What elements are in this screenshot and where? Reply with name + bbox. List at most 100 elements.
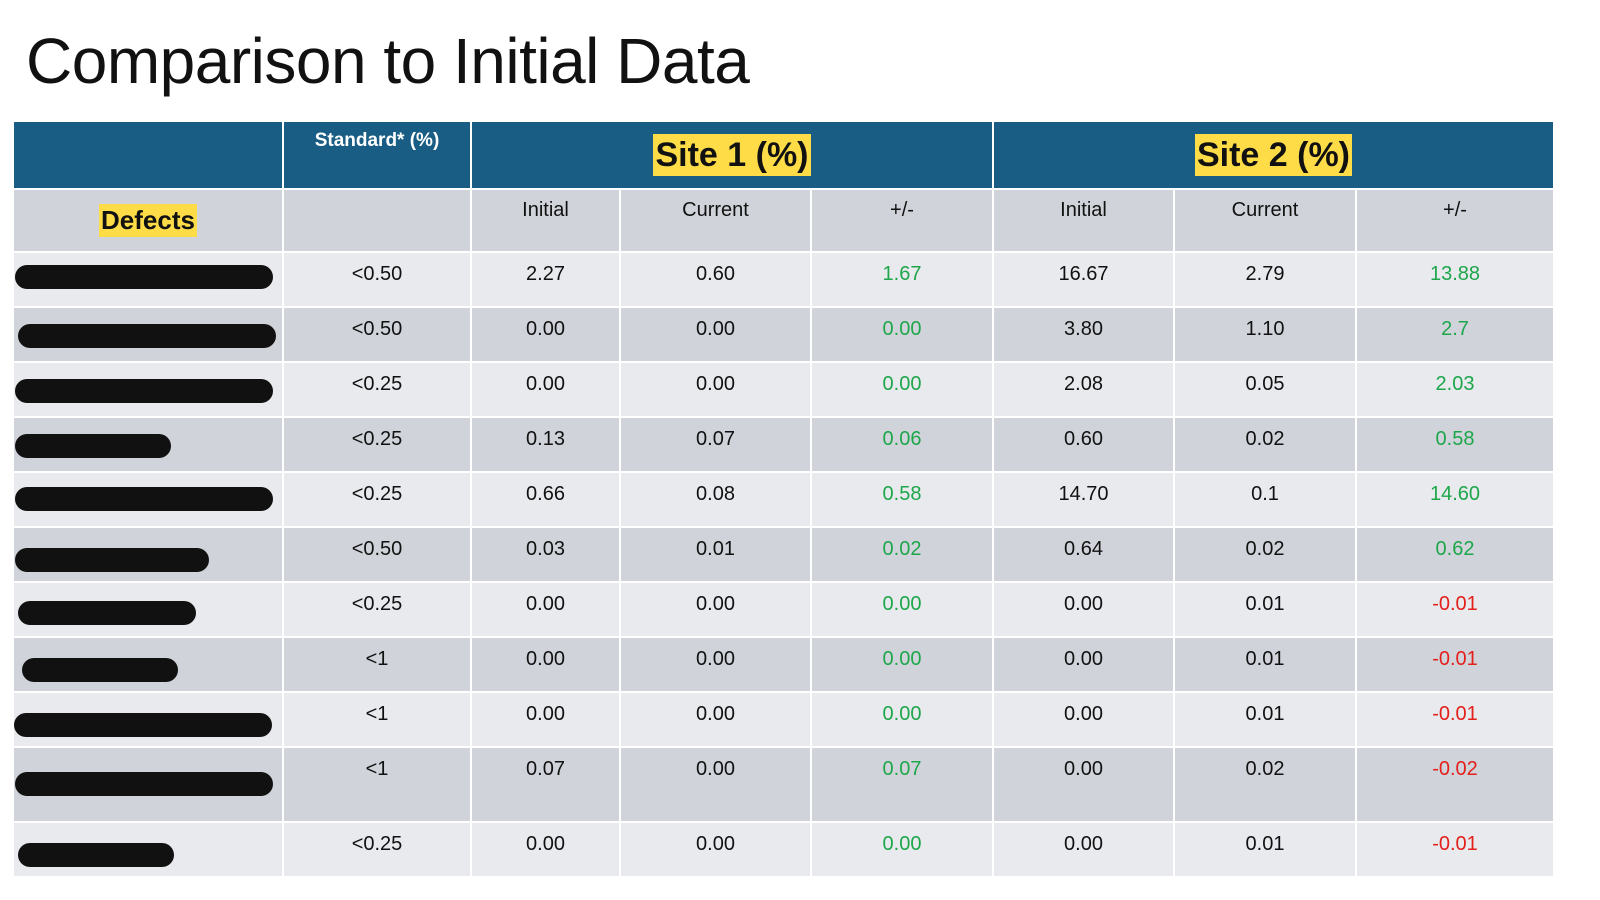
site1-initial-cell: 0.66: [470, 471, 621, 528]
site2-diff-cell: 2.03: [1355, 361, 1555, 418]
standard-cell: <0.25: [282, 361, 472, 418]
site1-diff-cell: 0.00: [810, 361, 994, 418]
site2-initial-cell: 0.00: [992, 821, 1175, 878]
defect-name-cell: [12, 306, 284, 363]
site1-diff-header: +/-: [810, 188, 994, 253]
site2-initial-cell: 0.64: [992, 526, 1175, 583]
site2-diff-cell: 2.7: [1355, 306, 1555, 363]
site2-diff-header: +/-: [1355, 188, 1555, 253]
site2-initial-cell: 0.60: [992, 416, 1175, 473]
site1-diff-cell: 0.06: [810, 416, 994, 473]
site1-diff-cell: 0.00: [810, 691, 994, 748]
standard-subheader-blank: [282, 188, 472, 253]
site2-diff-cell: -0.01: [1355, 821, 1555, 878]
redaction-bar: [15, 487, 273, 511]
site1-diff-cell: 0.07: [810, 746, 994, 823]
site1-current-cell: 0.00: [619, 691, 812, 748]
site2-diff-cell: -0.01: [1355, 581, 1555, 638]
site1-current-cell: 0.60: [619, 251, 812, 308]
site2-diff-cell: 14.60: [1355, 471, 1555, 528]
site1-initial-cell: 2.27: [470, 251, 621, 308]
table-row: <1 0.00 0.00 0.00 0.00 0.01 -0.01: [12, 691, 1555, 748]
standard-cell: <1: [282, 691, 472, 748]
table-row: <0.50 0.00 0.00 0.00 3.80 1.10 2.7: [12, 306, 1555, 363]
site2-initial-header: Initial: [992, 188, 1175, 253]
standard-cell: <1: [282, 636, 472, 693]
site1-current-cell: 0.00: [619, 581, 812, 638]
site1-initial-cell: 0.07: [470, 746, 621, 823]
defect-name-cell: [12, 581, 284, 638]
site1-diff-cell: 0.00: [810, 581, 994, 638]
comparison-table: Standard* (%) Site 1 (%) Site 2 (%) Defe…: [12, 120, 1555, 878]
defect-name-cell: [12, 636, 284, 693]
site1-diff-cell: 1.67: [810, 251, 994, 308]
standard-cell: <0.25: [282, 821, 472, 878]
defect-name-cell: [12, 746, 284, 823]
defect-name-cell: [12, 471, 284, 528]
site1-diff-cell: 0.00: [810, 306, 994, 363]
site2-diff-cell: -0.01: [1355, 636, 1555, 693]
header-row-sub: Defects Initial Current +/- Initial Curr…: [12, 188, 1555, 253]
site1-current-header: Current: [619, 188, 812, 253]
standard-cell: <0.25: [282, 581, 472, 638]
site2-current-header: Current: [1173, 188, 1357, 253]
site2-current-cell: 0.02: [1173, 416, 1357, 473]
site1-diff-cell: 0.00: [810, 821, 994, 878]
site1-initial-cell: 0.00: [470, 691, 621, 748]
table-row: <0.50 2.27 0.60 1.67 16.67 2.79 13.88: [12, 251, 1555, 308]
redaction-bar: [22, 658, 178, 682]
table-row: <1 0.00 0.00 0.00 0.00 0.01 -0.01: [12, 636, 1555, 693]
standard-cell: <0.25: [282, 416, 472, 473]
site2-initial-cell: 0.00: [992, 746, 1175, 823]
site2-initial-cell: 14.70: [992, 471, 1175, 528]
site2-current-cell: 0.05: [1173, 361, 1357, 418]
header-row-top: Standard* (%) Site 1 (%) Site 2 (%): [12, 120, 1555, 190]
redaction-bar: [15, 379, 273, 403]
defect-name-cell: [12, 251, 284, 308]
site1-current-cell: 0.07: [619, 416, 812, 473]
site1-current-cell: 0.00: [619, 361, 812, 418]
site1-initial-cell: 0.00: [470, 306, 621, 363]
site2-current-cell: 1.10: [1173, 306, 1357, 363]
table-row: <0.25 0.13 0.07 0.06 0.60 0.02 0.58: [12, 416, 1555, 473]
site2-header: Site 2 (%): [992, 120, 1555, 190]
table-row: <0.25 0.66 0.08 0.58 14.70 0.1 14.60: [12, 471, 1555, 528]
site1-header: Site 1 (%): [470, 120, 994, 190]
site1-initial-cell: 0.00: [470, 581, 621, 638]
redaction-bar: [15, 772, 273, 796]
site1-current-cell: 0.00: [619, 306, 812, 363]
page-title: Comparison to Initial Data: [26, 25, 750, 97]
site1-diff-cell: 0.58: [810, 471, 994, 528]
site2-initial-cell: 16.67: [992, 251, 1175, 308]
defect-name-cell: [12, 416, 284, 473]
site2-current-cell: 0.02: [1173, 526, 1357, 583]
site2-initial-cell: 2.08: [992, 361, 1175, 418]
site1-current-cell: 0.08: [619, 471, 812, 528]
defect-name-cell: [12, 526, 284, 583]
site1-current-cell: 0.00: [619, 821, 812, 878]
site2-current-cell: 0.01: [1173, 691, 1357, 748]
site1-current-cell: 0.01: [619, 526, 812, 583]
site1-initial-cell: 0.00: [470, 361, 621, 418]
site2-current-cell: 0.01: [1173, 636, 1357, 693]
site2-initial-cell: 3.80: [992, 306, 1175, 363]
site1-diff-cell: 0.00: [810, 636, 994, 693]
defect-name-cell: [12, 691, 284, 748]
site1-header-label: Site 1 (%): [653, 133, 811, 177]
site1-initial-cell: 0.13: [470, 416, 621, 473]
site2-initial-cell: 0.00: [992, 581, 1175, 638]
table-row: <0.50 0.03 0.01 0.02 0.64 0.02 0.62: [12, 526, 1555, 583]
redaction-bar: [18, 324, 276, 348]
site2-header-label: Site 2 (%): [1194, 133, 1353, 177]
site2-initial-cell: 0.00: [992, 636, 1175, 693]
site2-current-cell: 0.01: [1173, 821, 1357, 878]
table-row: <1 0.07 0.00 0.07 0.00 0.02 -0.02: [12, 746, 1555, 823]
site1-diff-cell: 0.02: [810, 526, 994, 583]
redaction-bar: [14, 713, 272, 737]
standard-cell: <0.50: [282, 306, 472, 363]
redaction-bar: [18, 843, 174, 867]
site1-initial-cell: 0.00: [470, 636, 621, 693]
site2-diff-cell: -0.01: [1355, 691, 1555, 748]
site2-current-cell: 0.02: [1173, 746, 1357, 823]
site2-current-cell: 0.01: [1173, 581, 1357, 638]
